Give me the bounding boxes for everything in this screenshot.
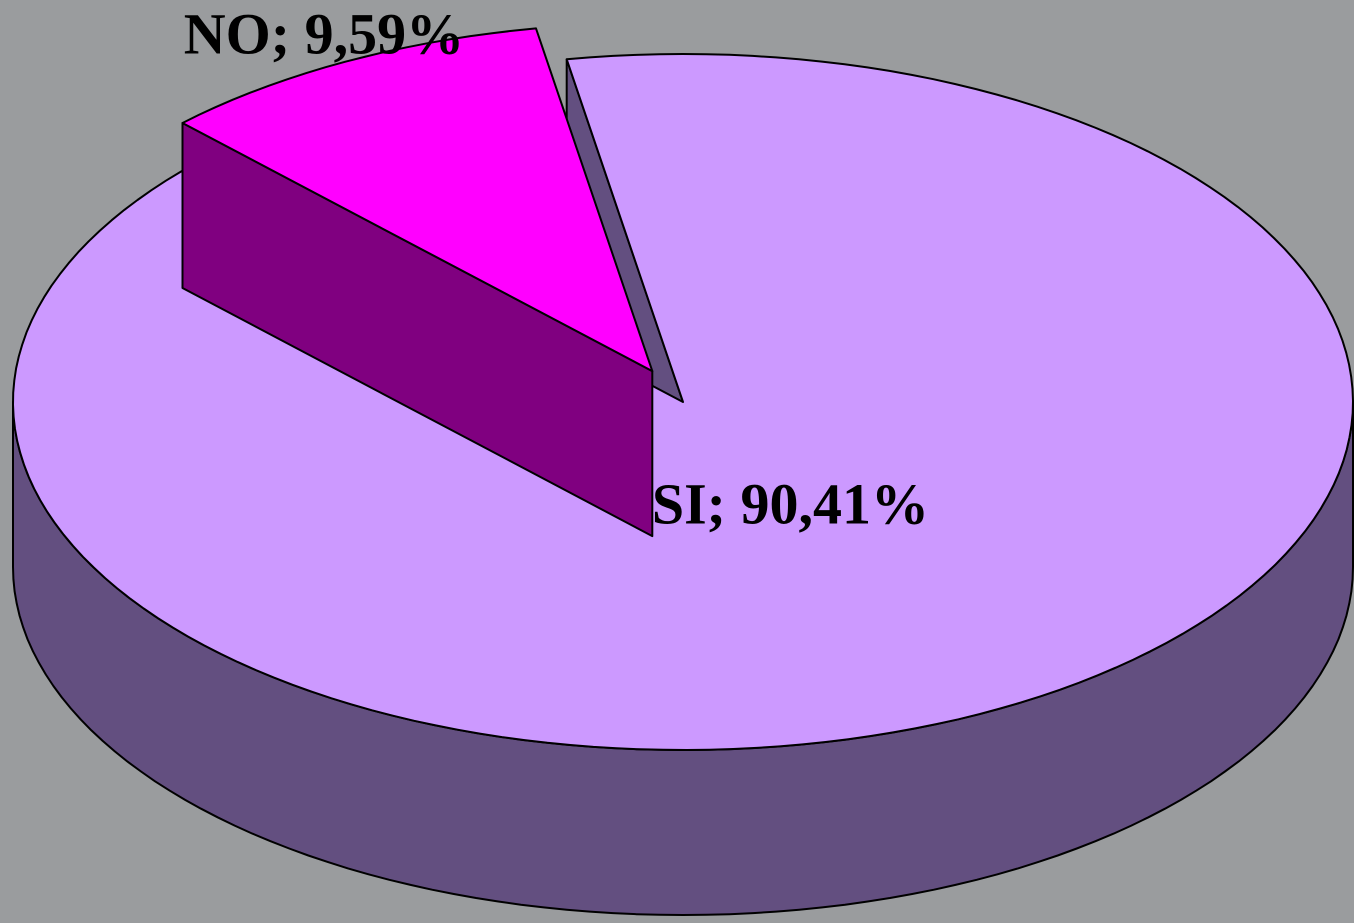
data-label: NO; 9,59% [184,1,464,66]
data-label: SI; 90,41% [652,472,929,537]
slice [181,27,654,373]
